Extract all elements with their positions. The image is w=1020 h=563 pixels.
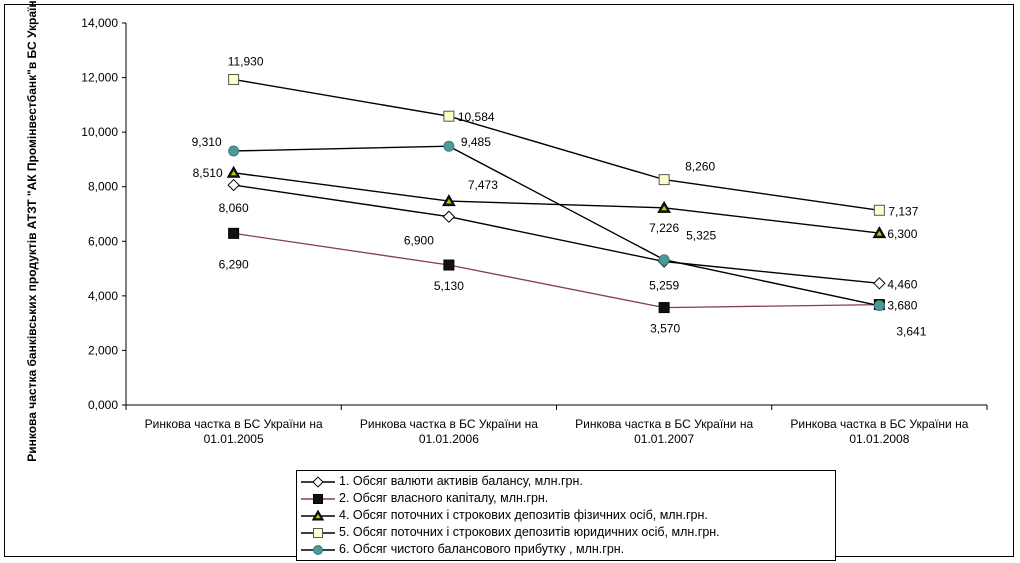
legend-label-2: 2. Обсяг власного капіталу, млн.грн.: [339, 491, 549, 505]
series-4-marker-0: [228, 73, 240, 85]
series-3-data-label-3: 6,300: [887, 227, 917, 241]
y-tick-label-2: 4,000: [88, 289, 118, 303]
series-5-data-label-2: 5,325: [686, 229, 716, 243]
series-1-data-label-1: 6,900: [404, 234, 434, 248]
series-4-data-label-3: 7,137: [888, 204, 918, 218]
legend-item-2: 2. Обсяг власного капіталу, млн.грн.: [297, 490, 835, 507]
series-3-marker-0: [226, 165, 241, 178]
legend-marker-5: [313, 544, 323, 555]
series-3-data-label-2: 7,226: [649, 221, 679, 235]
series-1-data-label-2: 5,259: [649, 279, 679, 293]
legend-item-1: 1. Обсяг валюти активів балансу, млн.грн…: [297, 473, 835, 490]
y-tick-label-5: 10,000: [81, 125, 118, 139]
series-1-data-label-3: 4,460: [887, 277, 917, 291]
series-4-marker-2: [658, 174, 670, 186]
series-3: [226, 165, 887, 239]
series-5-marker-0: [228, 145, 240, 157]
y-tick-label-6: 12,000: [81, 71, 118, 85]
series-2-data-label-1: 5,130: [434, 279, 464, 293]
series-3-marker-3: [872, 226, 887, 239]
series-2-data-label-3: 3,680: [887, 299, 917, 313]
legend-swatch-3: [301, 509, 335, 521]
series-3-data-label-1: 7,473: [468, 178, 498, 192]
series-2-data-label-2: 3,570: [650, 322, 680, 336]
legend-swatch-2: [301, 493, 335, 504]
series-layer: [226, 73, 887, 314]
legend-marker-4: [313, 527, 323, 538]
legend-marker-1: [312, 475, 324, 488]
series-2: [228, 227, 885, 314]
series-5-marker-3: [873, 300, 885, 312]
series-4-data-label-0: 11,930: [228, 54, 264, 68]
series-3-data-label-0: 8,510: [193, 166, 223, 180]
legend-label-4: 5. Обсяг поточних і строкових депозитів …: [339, 525, 720, 539]
legend-marker-3: [311, 509, 325, 521]
series-1-data-label-0: 8,060: [219, 201, 249, 215]
legend-swatch-1: [301, 475, 335, 488]
legend-label-1: 1. Обсяг валюти активів балансу, млн.грн…: [339, 474, 583, 488]
series-3-line: [233, 172, 880, 234]
y-tick-label-7: 14,000: [81, 16, 118, 30]
series-4-data-label-1: 10,584: [458, 110, 495, 124]
series-4-line: [233, 78, 880, 211]
series-5-marker-1: [443, 140, 455, 152]
y-tick-label-0: 0,000: [88, 398, 118, 412]
series-2-data-label-0: 6,290: [219, 257, 249, 271]
legend-item-5: 6. Обсяг чистого балансового прибутку , …: [297, 541, 835, 558]
series-1-marker-1: [442, 210, 456, 223]
series-5: [228, 140, 885, 312]
series-1: [227, 178, 886, 290]
series-2-marker-1: [443, 259, 455, 271]
legend-marker-2: [313, 493, 323, 504]
series-5-data-label-0: 9,310: [192, 135, 222, 149]
series-4-data-label-2: 8,260: [685, 160, 715, 174]
series-3-marker-2: [657, 200, 671, 213]
series-5-data-label-3: 3,641: [896, 325, 926, 339]
series-1-line: [233, 184, 880, 285]
series-2-line: [233, 232, 880, 309]
legend-item-3: 4. Обсяг поточних і строкових депозитів …: [297, 507, 835, 524]
axes-layer: 0,000 2,000 4,000 6,000 8,000 10,000 12,000 14,…: [81, 16, 988, 446]
x-category-label-3: Ринкова частка в БС України на 01.01.2008: [790, 417, 968, 446]
series-1-marker-3: [873, 277, 886, 290]
series-3-marker-1: [442, 194, 456, 207]
series-2-marker-2: [658, 302, 670, 314]
legend-label-5: 6. Обсяг чистого балансового прибутку , …: [339, 542, 625, 556]
legend-label-3: 4. Обсяг поточних і строкових депозитів …: [339, 508, 708, 522]
x-category-label-1: Ринкова частка в БС України на 01.01.2006: [360, 417, 538, 446]
series-1-marker-0: [227, 178, 240, 192]
legend: 1. Обсяг валюти активів балансу, млн.грн…: [296, 470, 836, 561]
legend-swatch-4: [301, 527, 335, 538]
y-axis-title: Ринкова частка банківських продуктів АТЗ…: [25, 0, 39, 462]
x-category-label-2: Ринкова частка в БС України на 01.01.2007: [575, 417, 753, 446]
series-5-data-label-1: 9,485: [461, 135, 491, 149]
series-5-marker-2: [658, 254, 670, 266]
series-4-marker-3: [873, 204, 885, 216]
y-tick-label-1: 2,000: [88, 343, 118, 357]
x-category-label-0: Ринкова частка в БС України на 01.01.2005: [145, 417, 323, 446]
series-4-marker-1: [443, 110, 455, 122]
labels-layer: 8,060 6,900 5,259 4,460 6,290 5,130 3,570 3,680…: [192, 54, 927, 338]
y-tick-label-3: 6,000: [88, 234, 118, 248]
series-4: [228, 73, 885, 216]
legend-swatch-5: [301, 544, 335, 555]
series-5-line: [233, 145, 880, 307]
legend-item-4: 5. Обсяг поточних і строкових депозитів …: [297, 524, 835, 541]
series-2-marker-0: [228, 227, 240, 239]
y-tick-label-4: 8,000: [88, 180, 118, 194]
